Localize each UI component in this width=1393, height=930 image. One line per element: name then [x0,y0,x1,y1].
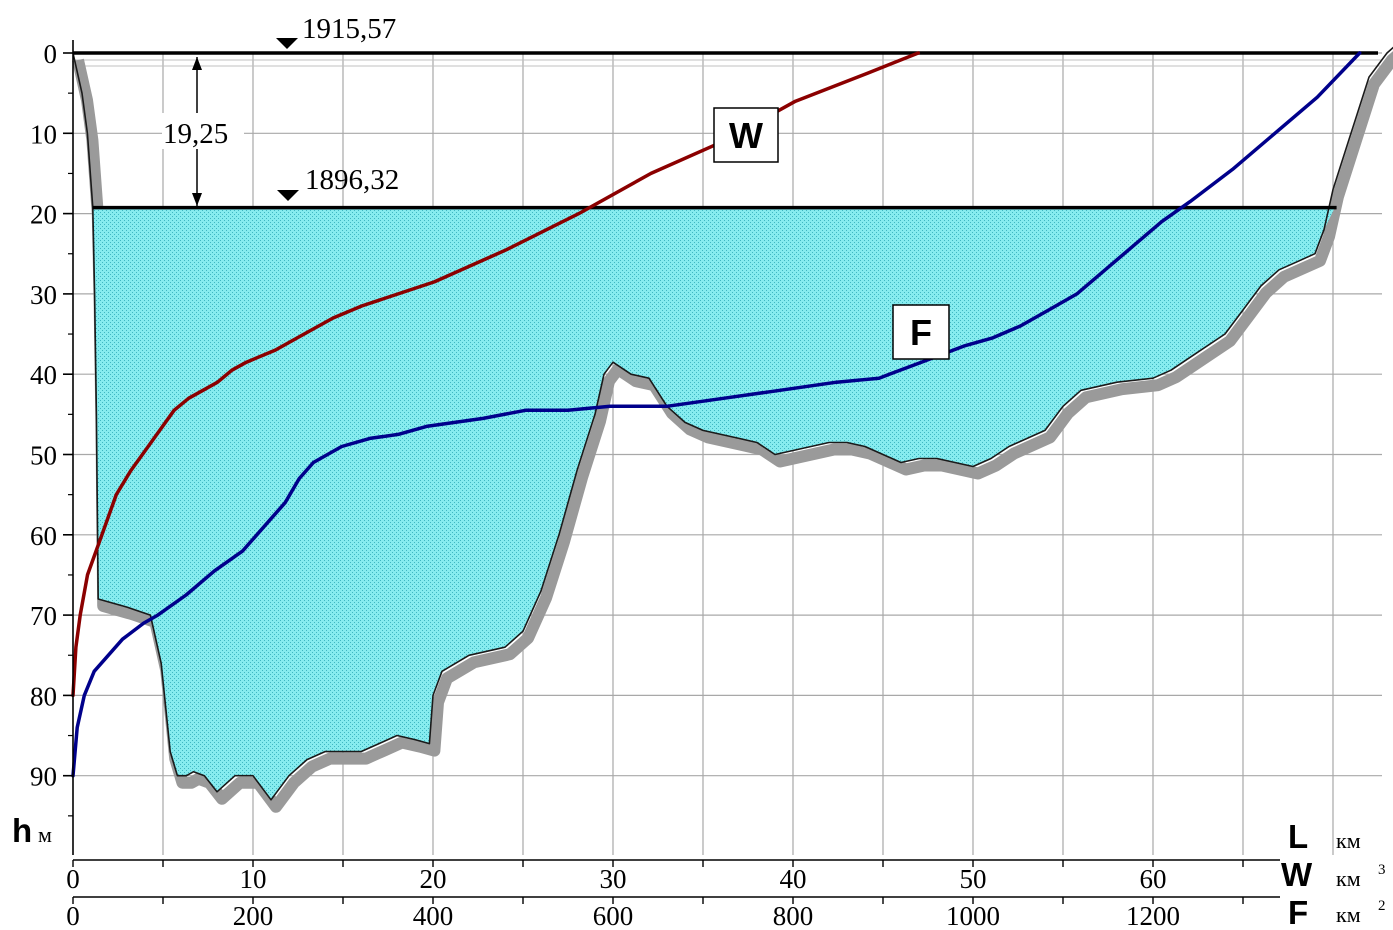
depth-tick-label: 70 [30,601,57,631]
series-line-w [71,51,921,698]
svg-text:F: F [1288,894,1308,930]
length-tick-label: 20 [420,864,447,894]
series-label-w: W [713,107,779,163]
svg-text:W: W [729,115,763,156]
depth-tick-label: 20 [30,200,57,230]
area-tick-label: 800 [773,901,814,930]
svg-text:h: h [12,812,32,849]
area-tick-label: 1000 [946,901,1000,930]
depth-tick-label: 0 [44,39,58,69]
depth-tick-label: 80 [30,681,57,711]
length-tick-label: 40 [780,864,807,894]
reservoir-profile [72,46,1393,813]
svg-text:W: W [1281,856,1313,893]
water-levels [73,51,1378,210]
svg-text:км: км [1336,902,1361,927]
depth-tick-label: 10 [30,119,57,149]
svg-text:2: 2 [1378,898,1386,914]
svg-text:км: км [1336,866,1361,891]
area-axis-title: F км 2 [1288,894,1386,930]
series-curves [71,51,1362,778]
profile-line [72,46,1393,801]
area-tick-label: 0 [66,901,80,930]
depth-tick-label: 40 [30,360,57,390]
series-label-f: F [892,304,950,360]
svg-text:F: F [910,312,932,353]
depth-tick-label: 50 [30,441,57,471]
level-marker-bottom: 1896,32 [277,164,399,201]
depth-tick-label: 30 [30,280,57,310]
drawdown-annotation: 19,25 [162,57,244,206]
depth-tick-label: 90 [30,762,57,792]
depth-tick-label: 60 [30,521,57,551]
length-tick-label: 30 [600,864,627,894]
water-fill [92,207,1335,800]
level-triangle-icon [276,38,298,49]
svg-text:м: м [38,822,52,847]
area-tick-label: 1200 [1126,901,1180,930]
drawdown-label: 19,25 [163,118,228,150]
area-tick-label: 400 [413,901,454,930]
svg-text:L: L [1288,818,1308,855]
level-triangle-icon [277,190,299,201]
length-tick-label: 50 [960,864,987,894]
length-tick-label: 0 [66,864,80,894]
volume-axis-title: W км 3 [1281,856,1386,893]
level-label-top: 1915,57 [302,13,396,45]
length-tick-label: 10 [240,864,267,894]
svg-text:3: 3 [1378,862,1386,878]
series-line-f [71,51,1362,778]
depth-axis-title: h м [12,812,52,849]
length-tick-label: 60 [1140,864,1167,894]
length-axis-title: L км [1288,818,1361,855]
level-marker-top: 1915,57 [276,13,396,49]
svg-text:км: км [1336,828,1361,853]
area-tick-label: 200 [233,901,274,930]
area-tick-label: 600 [593,901,634,930]
level-label-bottom: 1896,32 [305,164,399,196]
